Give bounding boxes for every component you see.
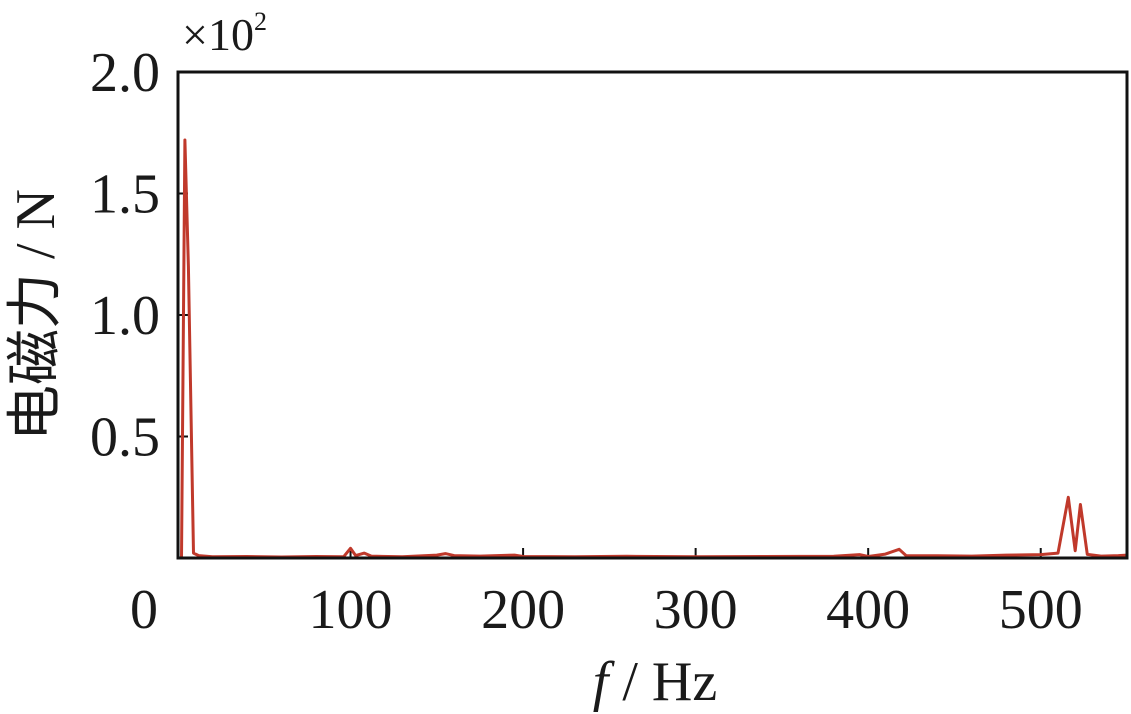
y-multiplier-base: ×10 <box>182 9 254 60</box>
x-tick-label: 100 <box>309 579 393 641</box>
y-tick-label: 1.5 <box>90 164 160 226</box>
y-tick-label: 2.0 <box>90 42 160 104</box>
y-multiplier-exponent: 2 <box>254 7 267 36</box>
y-tick-label: 1.0 <box>90 285 160 347</box>
plot-frame <box>176 70 1129 560</box>
x-tick-label: 400 <box>826 579 910 641</box>
series-layer <box>178 138 1128 560</box>
y-axis-multiplier: ×102 <box>182 7 267 60</box>
x-tick-label: 200 <box>481 579 565 641</box>
y-axis-ticks: 0.5 1.0 1.5 2.0 <box>90 42 188 469</box>
x-tick-label: 500 <box>999 579 1083 641</box>
y-tick-label: 0.5 <box>90 407 160 469</box>
y-axis-label: 电磁力 / N <box>5 189 67 441</box>
x-axis-label-unit: / Hz <box>608 651 717 713</box>
series-line-0 <box>178 138 1128 560</box>
x-tick-label: 0 <box>130 579 158 641</box>
x-axis-ticks: 0 100 200 300 400 500 <box>130 548 1083 641</box>
x-axis-label: f / Hz <box>593 651 717 713</box>
x-tick-label: 300 <box>654 579 738 641</box>
